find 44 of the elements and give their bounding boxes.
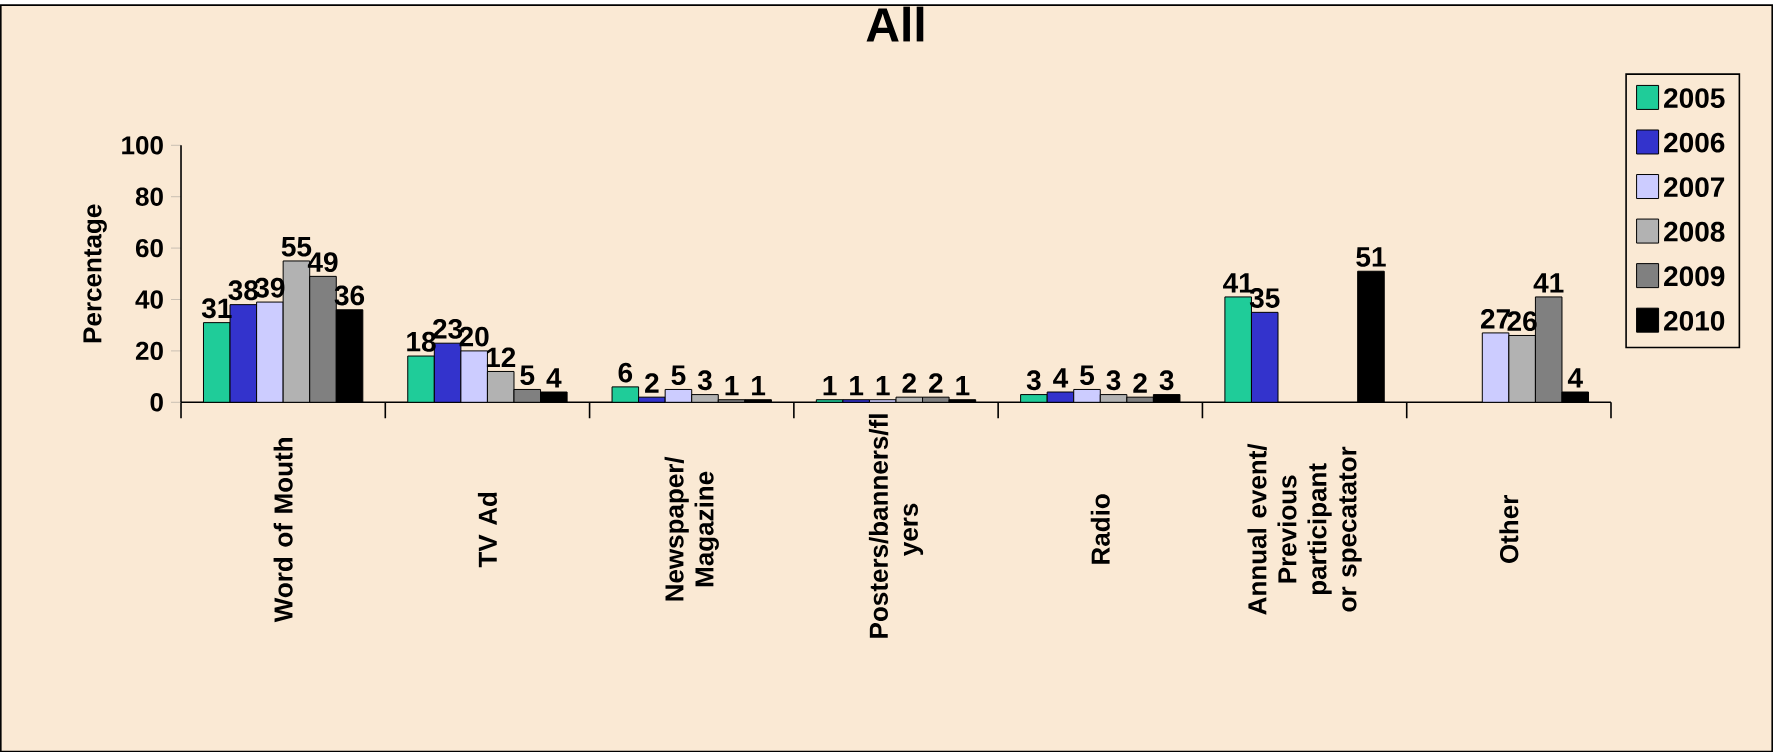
data-label: 6 <box>618 362 633 383</box>
y-tick-label: 20 <box>135 341 163 360</box>
y-axis-title: Percentage <box>83 204 107 343</box>
x-tick-label: Posters/banners/fl yers <box>868 414 924 638</box>
data-label: 3 <box>1026 370 1041 391</box>
legend-label: 2008 <box>1664 221 1725 242</box>
legend-label: 2010 <box>1664 310 1725 331</box>
legend-label: 2005 <box>1664 87 1725 108</box>
y-tick-label: 60 <box>135 238 163 258</box>
data-label: 1 <box>725 375 739 396</box>
x-tick-label: Radio <box>1090 494 1110 564</box>
x-tick-label: TV Ad <box>477 492 497 568</box>
data-label: 5 <box>520 365 535 385</box>
y-tick-label: 100 <box>122 135 163 155</box>
data-label: 3 <box>697 370 712 391</box>
x-tick-label: Other <box>1499 494 1519 563</box>
data-label: 2 <box>902 373 916 393</box>
data-label: 1 <box>752 375 766 396</box>
data-label: 4 <box>1567 368 1583 388</box>
data-label: 2 <box>645 373 659 393</box>
legend-label: 2006 <box>1664 132 1725 153</box>
chart-title: All <box>866 6 924 42</box>
data-label: 2 <box>929 373 943 393</box>
legend-label: 2007 <box>1664 177 1725 197</box>
y-tick-label: 40 <box>135 290 163 309</box>
data-label: 5 <box>1080 365 1095 385</box>
x-tick-label: Newspaper/ Magazine <box>664 456 719 601</box>
data-label: 1 <box>956 375 970 396</box>
y-tick-label: 0 <box>150 392 163 412</box>
data-label: 51 <box>1356 247 1386 267</box>
x-tick-label: Word of Mouth <box>273 437 293 623</box>
data-label: 3 <box>1106 370 1121 391</box>
data-label: 4 <box>546 368 562 388</box>
data-label: 1 <box>876 375 890 396</box>
data-label: 5 <box>671 365 686 385</box>
y-tick-label: 80 <box>135 187 163 206</box>
legend-label: 2009 <box>1664 266 1725 287</box>
x-tick-label: Annual event/ Previous participant or specatator <box>1247 443 1362 615</box>
data-label: 41 <box>1533 273 1564 293</box>
data-label: 1 <box>850 375 864 396</box>
data-label: 1 <box>823 375 837 396</box>
data-label: 2 <box>1133 373 1147 393</box>
data-label: 3 <box>1159 370 1174 391</box>
data-label: 4 <box>1053 368 1069 388</box>
